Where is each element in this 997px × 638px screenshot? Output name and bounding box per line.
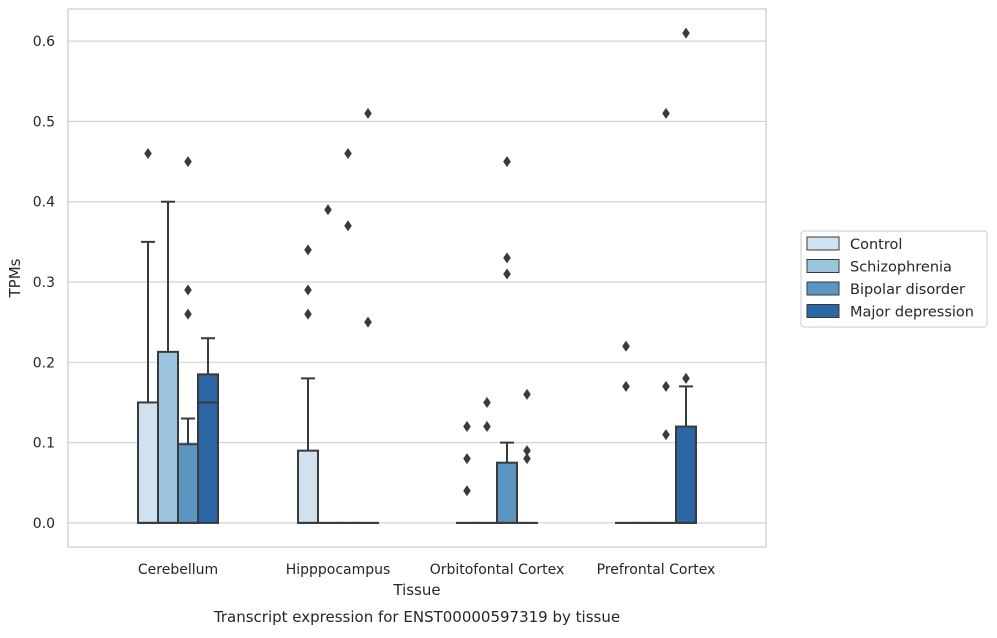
box-body (158, 352, 178, 523)
y-tick-label: 0.5 (33, 114, 55, 130)
outlier-point (184, 285, 192, 296)
legend-swatch (807, 305, 839, 318)
y-axis-label: TPMs (6, 258, 24, 298)
box-body (178, 444, 198, 523)
x-axis-label: Tissue (392, 581, 440, 599)
box-major-depression (198, 338, 218, 523)
y-tick-label: 0.2 (33, 355, 55, 371)
x-tick-label: Orbitofontal Cortex (430, 562, 565, 578)
outlier-point (682, 373, 690, 384)
box-major-depression (676, 386, 696, 523)
box-body (198, 374, 218, 523)
outlier-point (622, 381, 630, 392)
outliers (144, 28, 690, 497)
outlier-point (662, 429, 670, 440)
chart-caption: Transcript expression for ENST0000059731… (213, 608, 620, 626)
box-control (298, 378, 318, 523)
outlier-point (364, 108, 372, 119)
outlier-point (304, 244, 312, 255)
x-tick-label: Cerebellum (138, 562, 218, 578)
box-control (138, 242, 158, 523)
outlier-point (622, 341, 630, 352)
y-tick-label: 0.1 (33, 436, 55, 452)
outlier-point (304, 285, 312, 296)
outlier-point (503, 156, 511, 167)
outlier-point (144, 148, 152, 159)
box-body (138, 402, 158, 522)
outlier-point (503, 268, 511, 279)
box-bipolar-disorder (178, 419, 198, 523)
legend-label: Bipolar disorder (850, 282, 965, 298)
y-tick-label: 0.3 (33, 275, 55, 291)
outlier-point (662, 381, 670, 392)
y-tick-labels: 0.0 0.1 0.2 0.3 0.4 0.5 0.6 (33, 34, 55, 532)
x-tick-label: Prefrontal Cortex (597, 562, 716, 578)
outlier-point (523, 389, 531, 400)
outlier-point (483, 421, 491, 432)
outlier-point (503, 252, 511, 263)
outlier-point (304, 309, 312, 320)
y-tick-label: 0.6 (33, 34, 55, 50)
box-body (497, 463, 517, 523)
outlier-point (483, 397, 491, 408)
outlier-point (662, 108, 670, 119)
outlier-point (364, 317, 372, 328)
legend-swatch (807, 260, 839, 273)
legend-swatch (807, 282, 839, 295)
outlier-point (184, 309, 192, 320)
legend: Control Schizophrenia Bipolar disorder Majo… (801, 231, 987, 327)
legend-swatch (807, 237, 839, 250)
x-tick-labels: Cerebellum Hipppocampus Orbitofontal Corte… (138, 562, 715, 578)
box-schizophrenia (158, 202, 178, 523)
legend-label: Control (850, 237, 902, 253)
outlier-point (344, 220, 352, 231)
outlier-point (463, 421, 471, 432)
y-tick-label: 0.0 (33, 516, 55, 532)
box-body (298, 451, 318, 523)
outlier-point (463, 485, 471, 496)
legend-label: Schizophrenia (850, 260, 952, 276)
y-tick-label: 0.4 (33, 195, 55, 211)
outlier-point (523, 445, 531, 456)
box-body (676, 427, 696, 523)
outlier-point (184, 156, 192, 167)
legend-label: Major depression (850, 305, 974, 321)
outlier-point (324, 204, 332, 215)
x-tick-label: Hipppocampus (286, 562, 391, 578)
outlier-point (463, 453, 471, 464)
outlier-point (682, 28, 690, 39)
outlier-point (344, 148, 352, 159)
box-bipolar-disorder (497, 443, 517, 523)
